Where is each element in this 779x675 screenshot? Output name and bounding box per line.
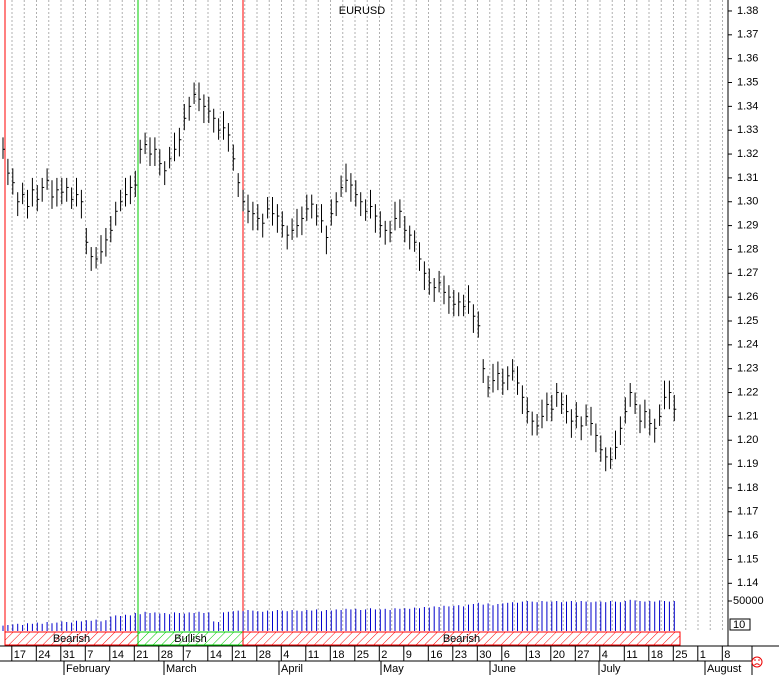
y-tick-label: 1.22 xyxy=(737,386,758,398)
regime-label: Bearish xyxy=(53,633,90,645)
x-tick-label: 28 xyxy=(259,649,271,661)
chart-title: EURUSD xyxy=(339,5,386,17)
x-tick-label: 1 xyxy=(700,649,706,661)
y-tick-label: 1.34 xyxy=(737,100,758,112)
icon-eye xyxy=(754,659,756,661)
grid xyxy=(11,0,723,631)
month-label: August xyxy=(707,663,741,675)
month-label: February xyxy=(66,663,111,675)
regime-label: Bearish xyxy=(443,633,480,645)
icon-mouth xyxy=(754,663,760,666)
x-tick-label: 14 xyxy=(210,649,222,661)
x-tick-label: 21 xyxy=(234,649,246,661)
x-tick-label: 30 xyxy=(479,649,491,661)
icon-face xyxy=(751,656,763,668)
x-tick-label: 13 xyxy=(528,649,540,661)
month-labels: February March April May June July August xyxy=(63,661,741,675)
status-icon xyxy=(751,656,763,668)
month-label: March xyxy=(166,663,197,675)
y-tick-label: 1.35 xyxy=(737,76,758,88)
x-tick-label: 14 xyxy=(112,649,124,661)
y-tick-label: 1.36 xyxy=(737,53,758,65)
x-tick-label: 11 xyxy=(308,649,319,661)
x-tick-label: 7 xyxy=(87,649,93,661)
y-tick-label: 1.37 xyxy=(737,29,758,41)
y-tick-label: 1.31 xyxy=(737,172,758,184)
y-tick-label: 1.33 xyxy=(737,124,758,136)
y-tick-label: 1.16 xyxy=(737,530,758,542)
corner-label: 10 xyxy=(733,619,745,631)
y-tick-label: 1.32 xyxy=(737,148,758,160)
y-tick-label: 1.27 xyxy=(737,267,758,279)
y-tick-label: 1.29 xyxy=(737,220,758,232)
y-tick-label: 1.19 xyxy=(737,458,758,470)
x-tick-label: 20 xyxy=(553,649,565,661)
x-tick-label: 27 xyxy=(577,649,589,661)
x-tick-label: 23 xyxy=(455,649,467,661)
x-tick-label: 9 xyxy=(406,649,412,661)
x-tick-label: 24 xyxy=(38,649,50,661)
x-tick-label: 16 xyxy=(430,649,442,661)
y-tick-label: 1.30 xyxy=(737,196,758,208)
x-tick-label: 18 xyxy=(332,649,344,661)
y-tick-label: 1.17 xyxy=(737,506,758,518)
x-tick-label: 11 xyxy=(626,649,637,661)
y-tick-label: 1.26 xyxy=(737,291,758,303)
y-tick-label: 1.21 xyxy=(737,410,758,422)
corner-box xyxy=(729,618,751,631)
month-label: July xyxy=(601,663,621,675)
month-label: May xyxy=(383,663,404,675)
x-tick-label: 25 xyxy=(675,649,687,661)
y-tick-label: 1.24 xyxy=(737,339,758,351)
x-tick-label: 25 xyxy=(357,649,369,661)
y-tick-label: 1.20 xyxy=(737,434,758,446)
x-tick-label: 4 xyxy=(283,649,289,661)
x-tick-label: 18 xyxy=(651,649,663,661)
y-tick-label: 1.18 xyxy=(737,482,758,494)
x-tick-label: 4 xyxy=(602,649,608,661)
x-tick-label: 31 xyxy=(63,649,75,661)
y2-tick-label: 50000 xyxy=(733,595,764,607)
y-tick-label: 1.25 xyxy=(737,315,758,327)
y-tick-label: 1.23 xyxy=(737,363,758,375)
x-tick-label: 21 xyxy=(136,649,148,661)
y-tick-label: 1.14 xyxy=(737,577,758,589)
regime-label: Bullish xyxy=(174,633,206,645)
y-tick-label: 1.38 xyxy=(737,5,758,17)
month-label: April xyxy=(281,663,303,675)
y-tick-label: 1.15 xyxy=(737,553,758,565)
x-tick-label: 8 xyxy=(724,649,730,661)
x-tick-label: 28 xyxy=(161,649,173,661)
x-tick-label: 17 xyxy=(14,649,26,661)
icon-eye xyxy=(758,659,760,661)
y-tick-label: 1.28 xyxy=(737,243,758,255)
x-tick-label: 2 xyxy=(381,649,387,661)
x-tick-label: 7 xyxy=(185,649,191,661)
month-label: June xyxy=(492,663,516,675)
x-tick-label: 6 xyxy=(504,649,510,661)
